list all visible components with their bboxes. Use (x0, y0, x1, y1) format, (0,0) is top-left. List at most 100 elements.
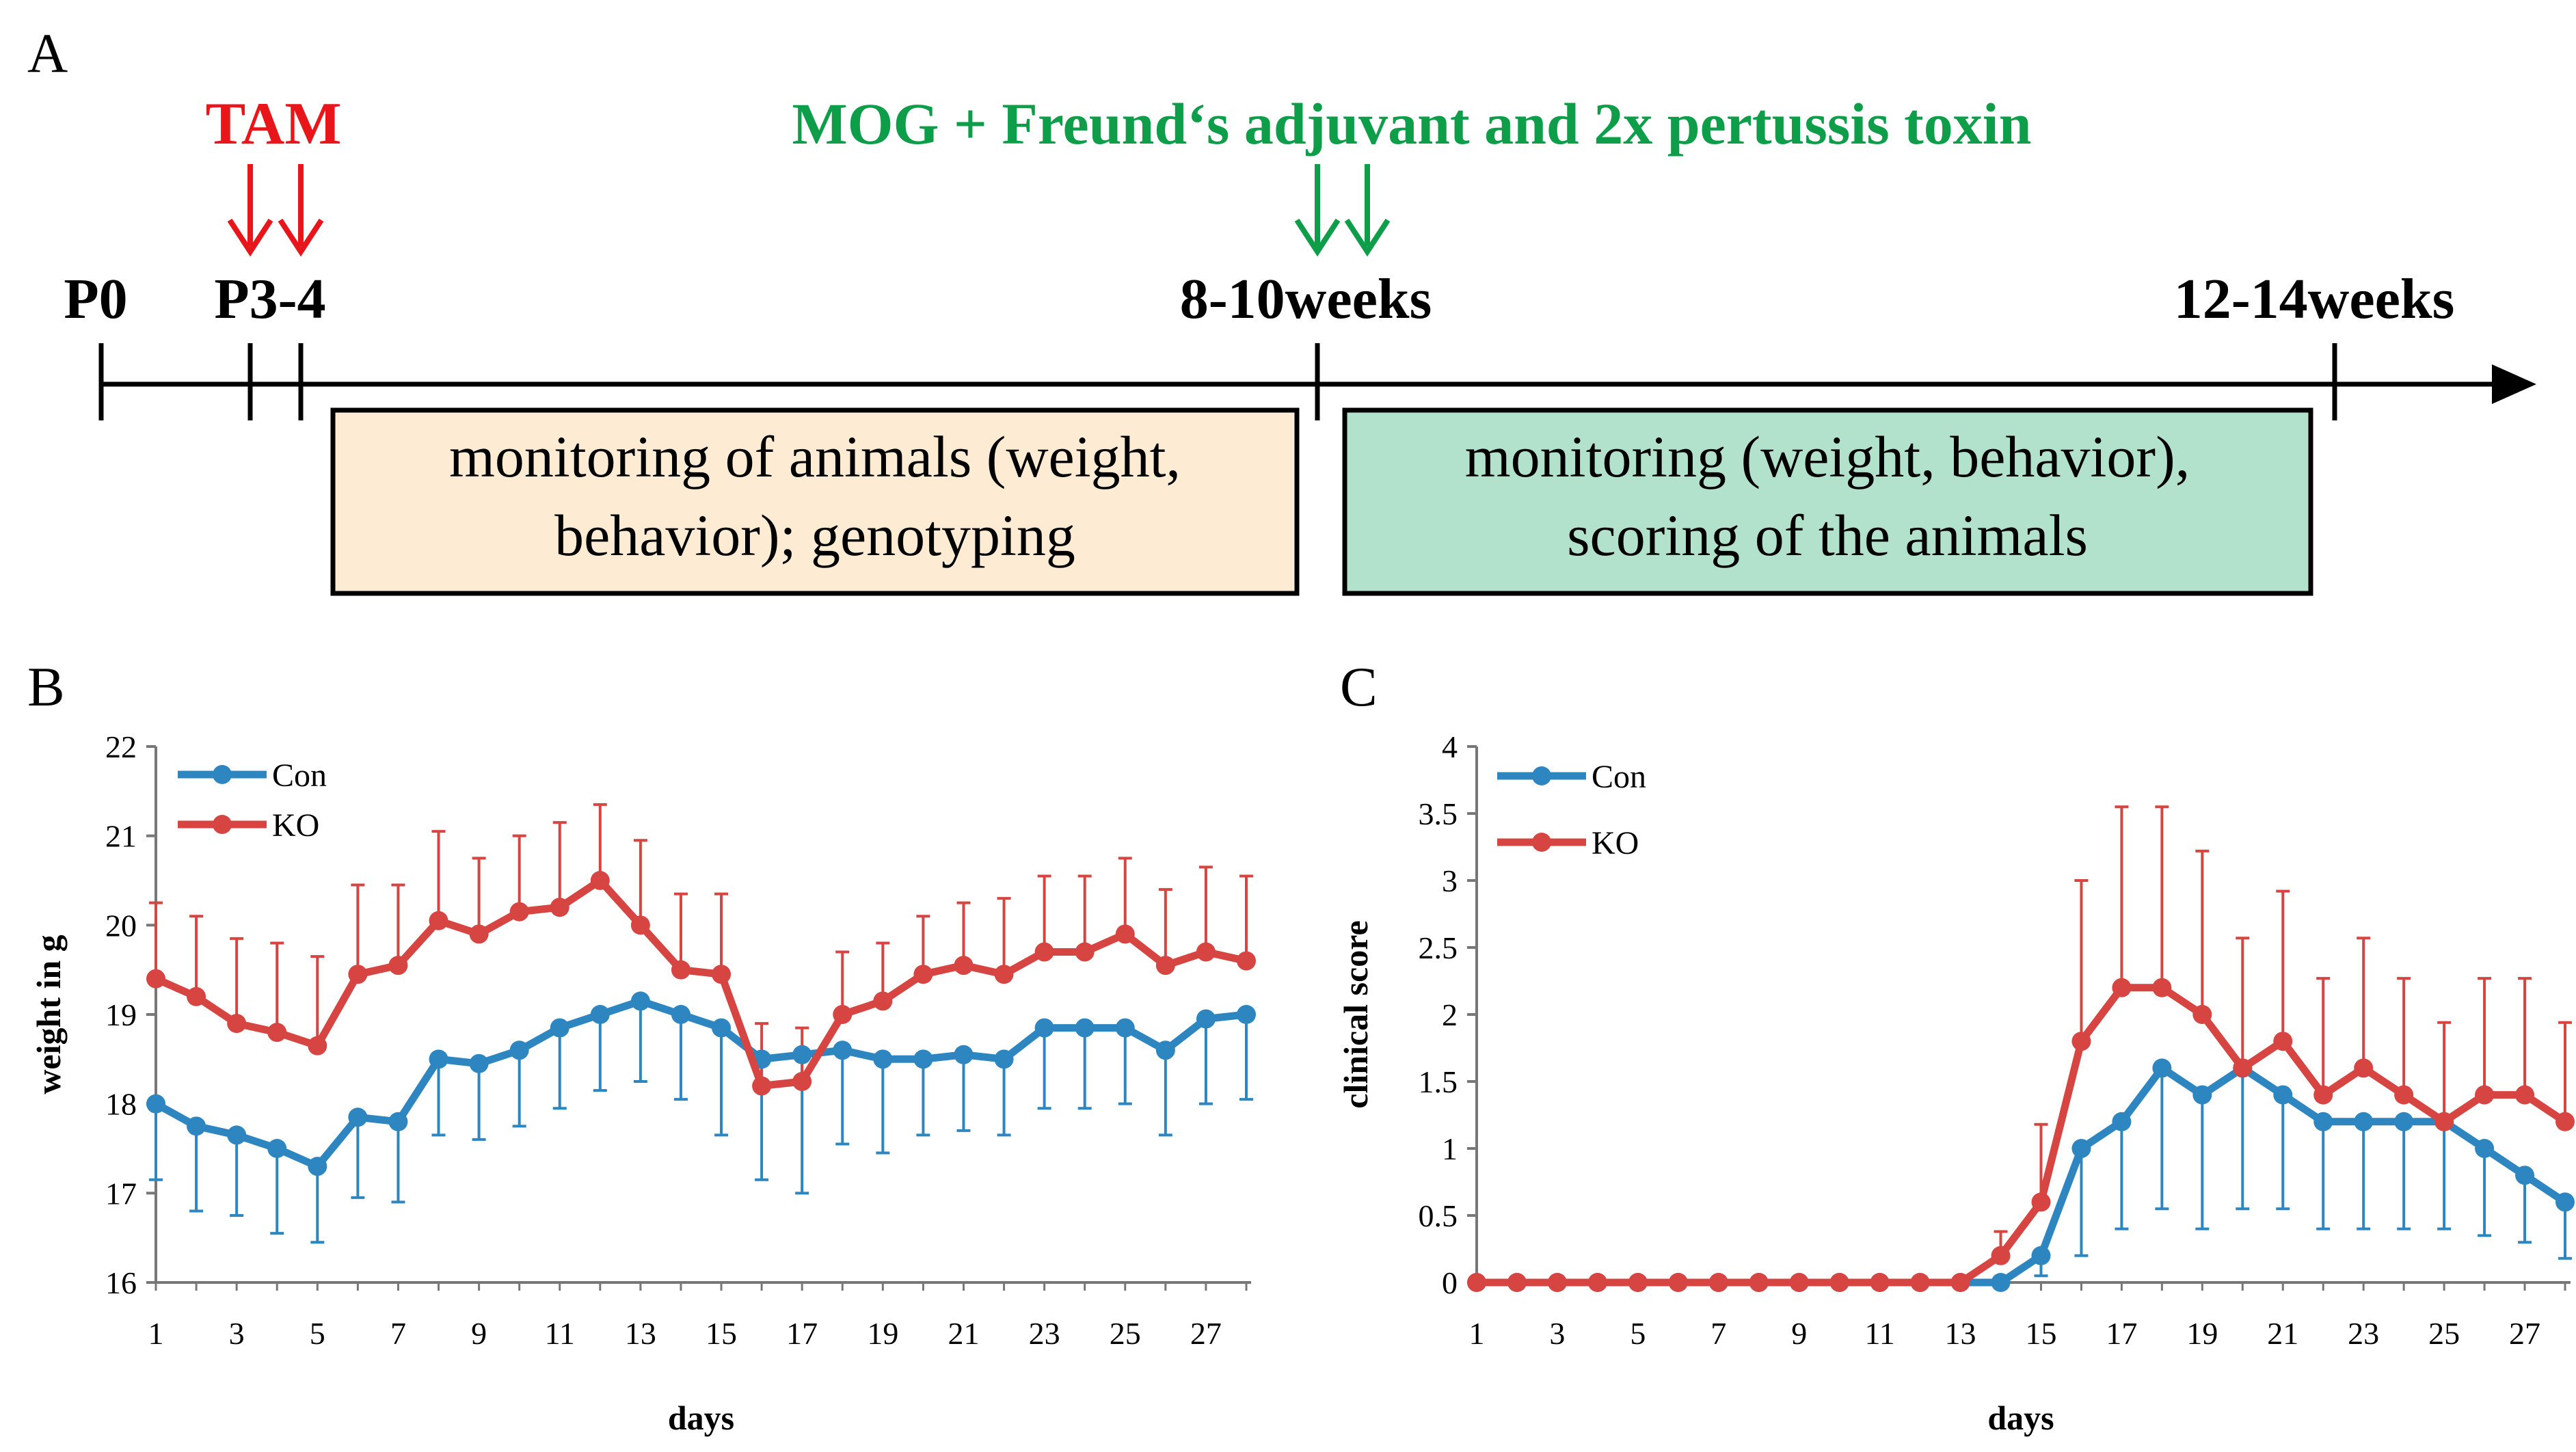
weight-chart-point-con (348, 1107, 368, 1127)
score-chart-point-ko (2555, 1112, 2575, 1131)
weight-chart-y-tick-label: 17 (105, 1176, 137, 1211)
weight-chart-point-con (954, 1045, 974, 1064)
weight-chart-point-con (833, 1040, 853, 1060)
weight-chart-x-axis-label: days (668, 1399, 734, 1437)
weight-chart-point-con (1115, 1018, 1135, 1038)
weight-chart-point-ko (590, 871, 610, 890)
weight-chart-point-con (913, 1049, 933, 1069)
weight-chart-point-con (469, 1053, 489, 1073)
score-chart-line-ko (1477, 984, 2568, 1287)
tick-label-p0: P0 (64, 267, 127, 331)
mog-arrow (1294, 164, 1341, 257)
tam-arrow (227, 164, 273, 257)
score-chart-point-ko (2031, 1192, 2051, 1212)
weight-chart-point-con (429, 1049, 448, 1069)
score-chart-x-tick-label: 1 (1469, 1316, 1485, 1351)
weight-chart-point-con (1196, 1009, 1216, 1029)
score-chart-legend-marker-con (1532, 766, 1551, 785)
mog-arrow (1344, 164, 1391, 257)
score-chart-point-ko (1668, 1273, 1688, 1292)
weight-chart-y-tick-label: 21 (105, 819, 137, 854)
weight-chart-x-tick-label: 15 (706, 1316, 737, 1351)
score-chart-point-con (2475, 1139, 2495, 1158)
weight-chart-y-tick-label: 19 (105, 997, 137, 1032)
score-chart-y-tick-label: 3.5 (1419, 796, 1458, 831)
weight-chart-point-con (671, 1005, 690, 1024)
score-chart-x-tick-label: 19 (2186, 1316, 2218, 1351)
weight-chart-point-con (994, 1049, 1014, 1069)
score-chart-point-ko (1467, 1273, 1486, 1292)
weight-chart-point-con (1034, 1018, 1054, 1038)
weight-chart-x-tick-label: 1 (148, 1316, 164, 1351)
score-chart-x-tick-label: 5 (1630, 1316, 1646, 1351)
score-chart-y-tick-label: 4 (1442, 729, 1458, 764)
score-chart-point-ko (2112, 978, 2132, 997)
weight-chart-point-con (712, 1018, 732, 1038)
weight-chart-x-tick-label: 21 (948, 1316, 979, 1351)
weight-chart-point-ko (227, 1014, 247, 1034)
score-chart-x-tick-label: 23 (2348, 1316, 2379, 1351)
score-chart-point-ko (2233, 1058, 2253, 1078)
tick-label-8-10weeks: 8-10weeks (1180, 267, 1432, 331)
score-chart-y-tick-label: 1 (1442, 1131, 1458, 1166)
weight-chart-point-ko (146, 969, 165, 989)
score-chart-point-con (2515, 1166, 2535, 1185)
score-chart-point-ko (1749, 1273, 1769, 1292)
score-chart-point-ko (1708, 1273, 1728, 1292)
weight-chart-point-con (509, 1040, 529, 1060)
score-chart-point-ko (2313, 1085, 2333, 1105)
weight-chart-point-ko (1237, 951, 1256, 971)
weight-chart-legend-marker-ko (213, 815, 232, 834)
weight-chart-point-ko (469, 924, 489, 944)
weight-chart-legend-label-ko: KO (272, 807, 319, 844)
score-chart-point-con (2555, 1192, 2575, 1212)
weight-chart-point-ko (348, 965, 368, 984)
score-chart-point-ko (1789, 1273, 1809, 1292)
weight-chart-point-ko (1115, 924, 1135, 944)
score-chart-point-ko (1991, 1246, 2011, 1265)
weight-chart-point-con (146, 1094, 165, 1114)
weight-chart-point-ko (187, 986, 206, 1006)
weight-chart-point-ko (550, 898, 569, 917)
monitoring-box-post-line2: scoring of the animals (1567, 502, 2088, 568)
weight-chart-x-tick-label: 9 (471, 1316, 487, 1351)
score-chart-legend-marker-ko (1532, 833, 1551, 852)
score-chart-legend-label-ko: KO (1592, 825, 1639, 861)
score-chart-y-tick-label: 3 (1442, 863, 1458, 898)
weight-chart-line-con (154, 997, 1247, 1170)
score-chart-point-ko (1507, 1273, 1527, 1292)
weight-chart-x-tick-label: 27 (1190, 1316, 1222, 1351)
monitoring-box-pre (330, 407, 1300, 596)
weight-chart-point-ko (388, 956, 408, 976)
panel-label-b: B (27, 656, 65, 718)
score-chart-point-con (1991, 1273, 2011, 1292)
weight-chart-point-ko (267, 1023, 287, 1043)
score-chart-y-tick-label: 0.5 (1419, 1198, 1458, 1233)
weight-chart-point-ko (752, 1076, 772, 1096)
score-chart-x-tick-label: 17 (2106, 1316, 2137, 1351)
score-chart-point-ko (2354, 1058, 2374, 1078)
weight-chart-point-ko (1034, 942, 1054, 962)
weight-chart-point-con (792, 1045, 812, 1064)
weight-chart-point-con (1237, 1005, 1256, 1024)
score-chart-x-tick-label: 25 (2428, 1316, 2460, 1351)
weight-chart-point-ko (873, 991, 893, 1011)
score-chart-point-ko (2475, 1085, 2495, 1105)
weight-chart-legend-label-con: Con (272, 757, 327, 794)
weight-chart-point-con (1075, 1018, 1095, 1038)
weight-chart-x-tick-label: 17 (786, 1316, 818, 1351)
weight-chart-x-tick-label: 11 (545, 1316, 575, 1351)
weight-chart-point-con (308, 1157, 327, 1177)
weight-chart-legend-marker-con (213, 765, 232, 784)
monitoring-box-post (1342, 407, 2313, 596)
weight-chart-x-tick-label: 19 (867, 1316, 898, 1351)
score-chart-point-con (2031, 1246, 2051, 1265)
weight-chart-point-con (873, 1049, 893, 1069)
score-chart-point-ko (1628, 1273, 1648, 1292)
score-chart-point-ko (1950, 1273, 1970, 1292)
weight-chart-point-ko (833, 1005, 853, 1024)
score-chart-x-tick-label: 27 (2509, 1316, 2540, 1351)
monitoring-box-post-line1: monitoring (weight, behavior), (1465, 424, 2190, 489)
